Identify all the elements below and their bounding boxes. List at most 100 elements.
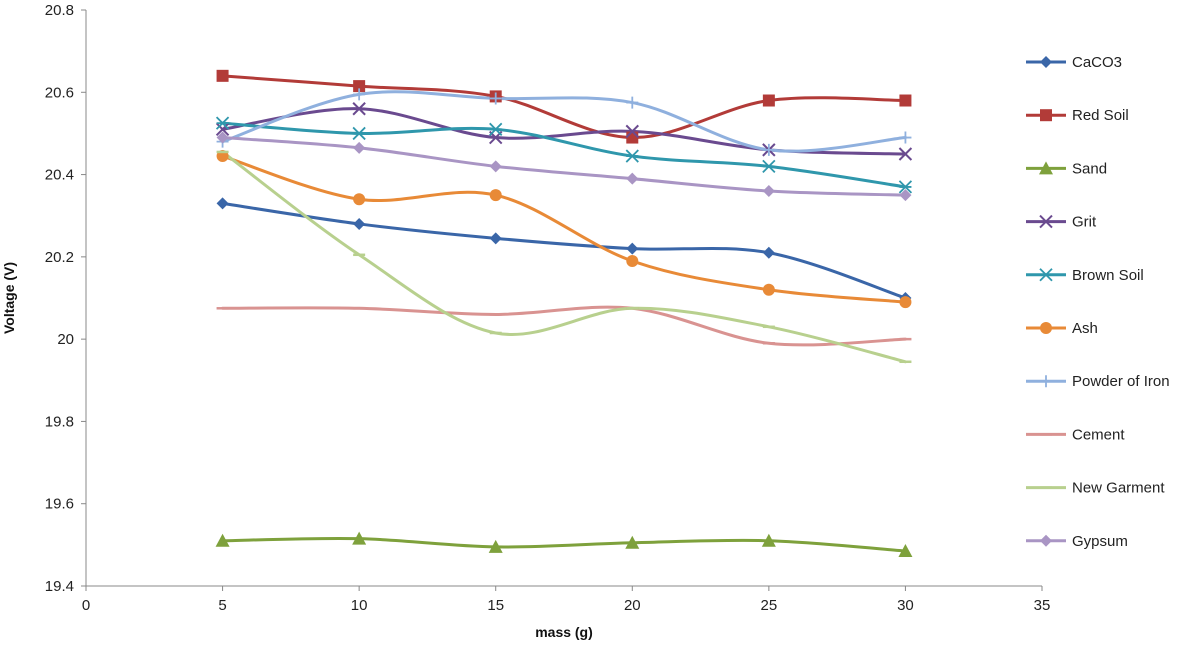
- data-point-powder-of-iron: [762, 143, 775, 156]
- series-markers: [215, 69, 913, 558]
- data-point-sand: [625, 535, 640, 549]
- data-point-powder-of-iron: [353, 88, 366, 101]
- legend-marker-sand: [1039, 161, 1053, 175]
- x-tick-label: 5: [218, 597, 226, 614]
- legend-item-new-garment: New Garment: [1026, 480, 1165, 497]
- data-point-sand: [488, 539, 503, 553]
- data-point-brown-soil: [215, 116, 230, 130]
- data-point-powder-of-iron: [489, 92, 502, 105]
- data-point-caco3: [762, 246, 775, 259]
- y-tick-label: 19.6: [45, 496, 74, 513]
- y-tick-label: 20.6: [45, 84, 74, 101]
- y-tick-label: 19.8: [45, 413, 74, 430]
- legend-item-caco3: CaCO3: [1026, 54, 1122, 71]
- series-line-new-garment: [221, 150, 907, 364]
- x-tick-label: 15: [487, 597, 504, 614]
- series-line-caco3: [221, 201, 907, 300]
- x-tick-label: 35: [1034, 597, 1051, 614]
- legend-item-gypsum: Gypsum: [1026, 533, 1128, 550]
- y-tick-label: 20.4: [45, 167, 74, 184]
- data-point-powder-of-iron: [899, 131, 912, 144]
- data-point-ash: [353, 193, 366, 206]
- data-point-red-soil: [216, 69, 229, 82]
- data-point-sand: [215, 533, 230, 547]
- data-point-red-soil: [762, 94, 775, 107]
- series-line-gypsum: [221, 136, 907, 197]
- legend-item-red-soil: Red Soil: [1026, 107, 1129, 124]
- legend-item-ash: Ash: [1026, 320, 1098, 337]
- data-point-brown-soil: [762, 159, 776, 173]
- legend: CaCO3 Red Soil Sand Grit Brown Soil Ash Powder…: [1026, 54, 1170, 550]
- y-axis-title: Voltage (V): [1, 262, 17, 334]
- series-line-powder-of-iron: [221, 90, 907, 153]
- y-tick-label: 20.8: [45, 2, 74, 19]
- legend-marker-powder-of-iron: [1040, 375, 1052, 388]
- legend-marker-brown-soil: [1039, 268, 1053, 282]
- data-point-red-soil: [353, 80, 366, 93]
- legend-item-cement: Cement: [1026, 426, 1125, 443]
- data-point-gypsum: [489, 160, 502, 173]
- legend-marker-gypsum: [1040, 534, 1052, 547]
- series-line-red-soil: [221, 74, 907, 140]
- x-tick-label: 0: [82, 597, 90, 614]
- data-point-caco3: [353, 217, 366, 230]
- series-lines: [221, 74, 907, 553]
- data-point-brown-soil: [898, 180, 913, 194]
- data-point-brown-soil: [625, 149, 639, 163]
- series-line-cement: [221, 305, 907, 347]
- x-tick-label: 10: [351, 597, 368, 614]
- x-axis-title: mass (g): [535, 624, 593, 640]
- legend-label: Red Soil: [1072, 107, 1129, 124]
- data-point-caco3: [489, 232, 502, 245]
- data-point-sand: [352, 531, 367, 545]
- data-point-gypsum: [762, 185, 775, 198]
- data-point-red-soil: [899, 94, 912, 107]
- data-point-gypsum: [626, 172, 639, 185]
- data-point-caco3: [626, 242, 639, 255]
- data-point-sand: [898, 544, 913, 558]
- axis-ticks: 19.4 19.6 19.8 20 20.2 20.4 20.6 20.8 0 5 10 15 20 25…: [45, 2, 1051, 614]
- data-point-grit: [625, 124, 639, 139]
- y-tick-label: 20: [57, 331, 74, 348]
- legend-marker-red-soil: [1040, 109, 1052, 122]
- legend-label: Brown Soil: [1072, 267, 1144, 284]
- x-tick-label: 20: [624, 597, 641, 614]
- legend-label: Gypsum: [1072, 533, 1128, 550]
- data-point-ash: [489, 189, 502, 202]
- legend-label: Sand: [1072, 160, 1107, 177]
- legend-label: CaCO3: [1072, 54, 1122, 71]
- x-tick-label: 30: [897, 597, 914, 614]
- legend-label: New Garment: [1072, 480, 1165, 497]
- data-point-brown-soil: [489, 122, 503, 136]
- legend-marker-ash: [1040, 322, 1052, 334]
- series-line-brown-soil: [221, 121, 907, 189]
- legend-marker-caco3: [1040, 56, 1052, 68]
- legend-item-grit: Grit: [1026, 214, 1097, 231]
- data-point-ash: [626, 254, 639, 267]
- data-point-sand: [761, 533, 776, 547]
- legend-label: Powder of Iron: [1072, 373, 1170, 390]
- data-point-powder-of-iron: [626, 96, 639, 109]
- legend-label: Ash: [1072, 320, 1098, 337]
- data-point-grit: [352, 102, 366, 116]
- data-point-ash: [762, 283, 775, 296]
- data-point-brown-soil: [352, 126, 366, 141]
- data-point-gypsum: [899, 189, 912, 202]
- legend-item-sand: Sand: [1026, 160, 1107, 177]
- data-point-grit: [215, 122, 230, 137]
- x-tick-label: 25: [761, 597, 778, 614]
- series-line-ash: [221, 154, 907, 304]
- y-tick-label: 20.2: [45, 249, 74, 266]
- y-tick-label: 19.4: [45, 578, 74, 595]
- data-point-ash: [899, 296, 912, 309]
- data-point-gypsum: [353, 141, 366, 154]
- series-line-sand: [221, 536, 907, 553]
- data-point-caco3: [216, 197, 229, 210]
- legend-item-brown-soil: Brown Soil: [1026, 267, 1144, 284]
- legend-label: Grit: [1072, 214, 1097, 231]
- axes: [85, 10, 1042, 587]
- legend-item-powder-of-iron: Powder of Iron: [1026, 373, 1170, 390]
- data-point-gypsum: [216, 131, 229, 144]
